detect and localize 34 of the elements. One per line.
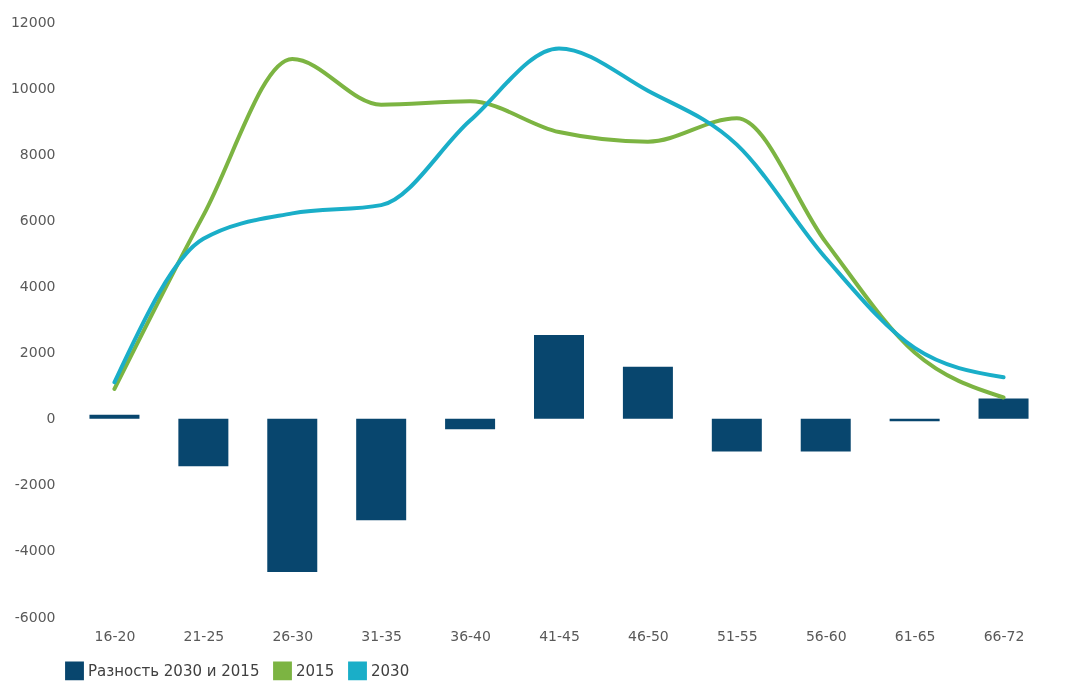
y-tick-label: -6000 [14, 608, 56, 625]
y-tick-label: 12000 [10, 13, 56, 30]
x-tick-label: 61-65 [894, 627, 936, 644]
x-tick-label: 16-20 [94, 627, 136, 644]
y-tick-label: 10000 [10, 79, 56, 96]
bar [978, 398, 1029, 419]
legend-label: 2015 [296, 661, 335, 680]
bar [622, 366, 673, 419]
x-tick-label: 56-60 [805, 627, 847, 644]
y-tick-label: -4000 [14, 542, 56, 559]
x-tick-label: 21-25 [183, 627, 225, 644]
bar [800, 418, 851, 452]
y-tick-label: 4000 [19, 277, 56, 294]
legend-label: 2030 [371, 661, 410, 680]
legend-label: Разность 2030 и 2015 [88, 661, 260, 680]
x-tick-label: 51-55 [716, 627, 758, 644]
y-tick-label: 0 [46, 410, 56, 427]
y-tick-label: -2000 [14, 476, 56, 493]
y-tick-label: 2000 [19, 344, 56, 361]
bar [445, 418, 496, 430]
x-tick-label: 36-40 [450, 627, 491, 644]
bar [534, 335, 584, 419]
x-tick-label: 46-50 [628, 627, 669, 644]
y-tick-label: 6000 [19, 211, 56, 228]
bar [89, 414, 140, 419]
bar [711, 418, 762, 452]
x-tick-label: 31-35 [361, 627, 403, 644]
bar [178, 418, 229, 467]
bar [267, 418, 318, 573]
x-tick-label: 26-30 [272, 627, 314, 644]
x-tick-label: 66-72 [983, 627, 1025, 644]
y-tick-label: 8000 [19, 145, 56, 162]
bar [356, 418, 407, 521]
x-tick-label: 41-45 [539, 627, 580, 644]
